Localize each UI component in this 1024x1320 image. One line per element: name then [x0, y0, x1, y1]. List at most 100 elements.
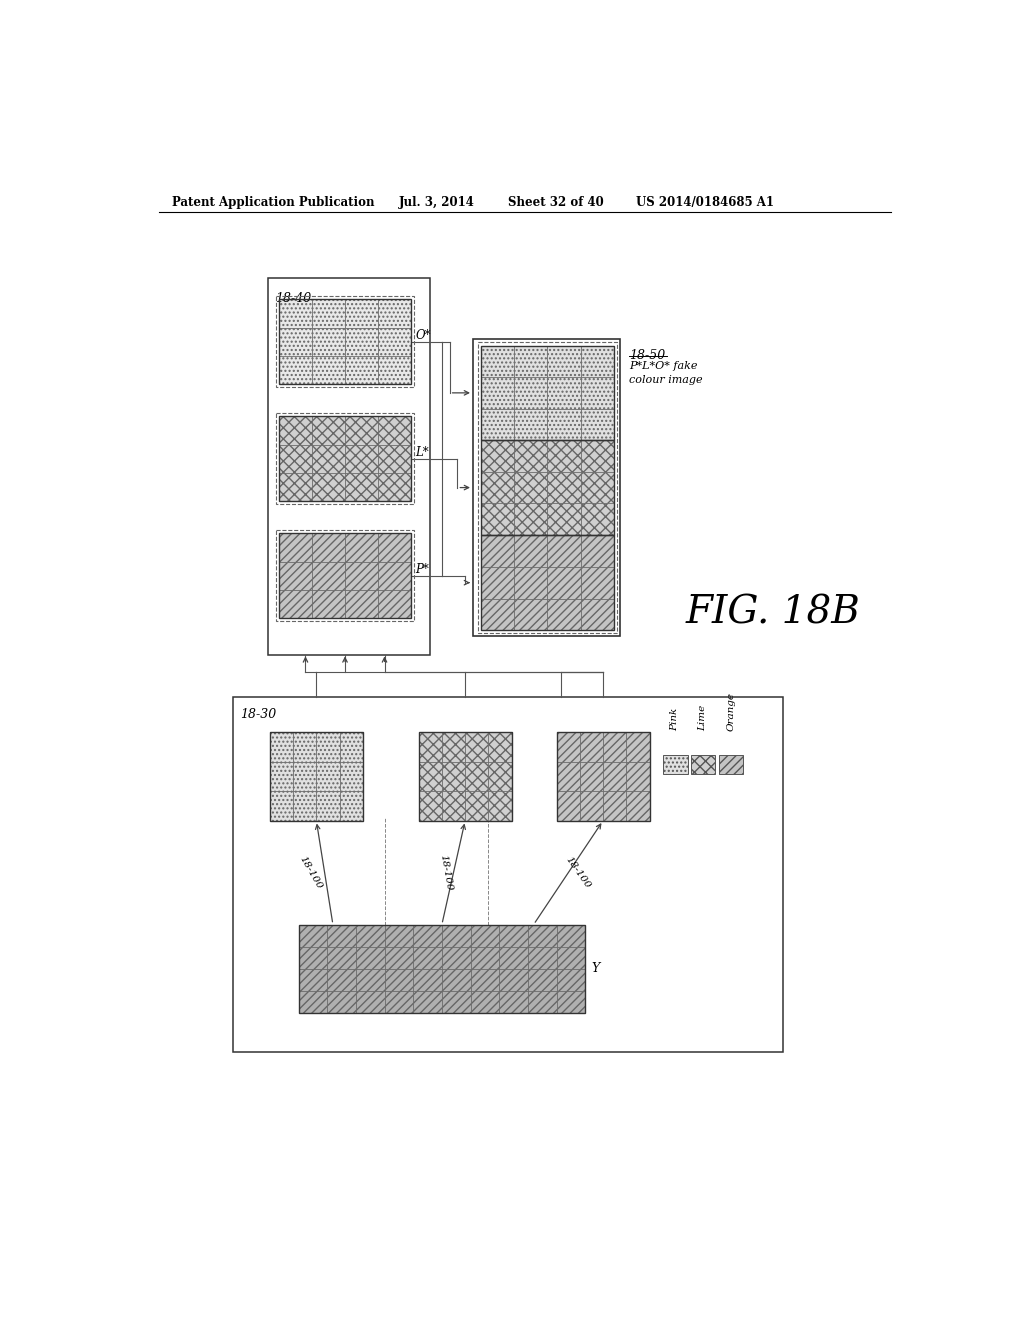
- Text: 18-40: 18-40: [275, 292, 311, 305]
- Bar: [557, 733, 649, 821]
- Bar: [500, 924, 528, 946]
- Bar: [557, 762, 580, 791]
- Bar: [316, 733, 340, 762]
- Bar: [312, 327, 345, 356]
- Bar: [293, 791, 316, 821]
- Bar: [581, 409, 614, 441]
- Bar: [480, 378, 514, 409]
- Bar: [471, 924, 500, 946]
- Bar: [480, 346, 614, 441]
- Bar: [488, 791, 512, 821]
- Text: 18-100: 18-100: [563, 855, 592, 890]
- Bar: [488, 733, 512, 762]
- Bar: [547, 535, 581, 566]
- Bar: [312, 356, 345, 384]
- Bar: [419, 762, 442, 791]
- Bar: [442, 791, 465, 821]
- Bar: [442, 733, 465, 762]
- Bar: [385, 969, 414, 991]
- Bar: [528, 991, 557, 1014]
- Bar: [442, 946, 471, 969]
- Bar: [280, 533, 312, 561]
- Bar: [480, 441, 614, 535]
- Bar: [547, 378, 581, 409]
- Bar: [299, 991, 328, 1014]
- Bar: [514, 598, 547, 631]
- Bar: [480, 409, 514, 441]
- Bar: [340, 791, 362, 821]
- Bar: [356, 991, 385, 1014]
- Bar: [690, 755, 716, 775]
- Bar: [547, 471, 581, 503]
- Bar: [414, 946, 442, 969]
- Bar: [442, 762, 465, 791]
- Bar: [345, 356, 378, 384]
- Bar: [378, 590, 411, 618]
- Text: 18-100: 18-100: [298, 854, 324, 891]
- Bar: [280, 416, 312, 445]
- Bar: [280, 416, 411, 502]
- Bar: [528, 969, 557, 991]
- Bar: [356, 969, 385, 991]
- Bar: [378, 473, 411, 502]
- Text: P*L*O* fake: P*L*O* fake: [630, 360, 698, 371]
- Bar: [603, 733, 627, 762]
- Bar: [328, 991, 356, 1014]
- Bar: [471, 969, 500, 991]
- Bar: [312, 533, 345, 561]
- Bar: [419, 733, 512, 821]
- Bar: [580, 733, 603, 762]
- Bar: [514, 566, 547, 598]
- Bar: [345, 561, 378, 590]
- Bar: [280, 533, 411, 618]
- Bar: [465, 762, 488, 791]
- Bar: [477, 342, 617, 634]
- Bar: [345, 416, 378, 445]
- Bar: [280, 590, 312, 618]
- Bar: [312, 416, 345, 445]
- Text: colour image: colour image: [630, 375, 703, 384]
- Bar: [580, 791, 603, 821]
- Bar: [480, 566, 514, 598]
- Bar: [356, 924, 385, 946]
- Bar: [280, 327, 312, 356]
- Bar: [385, 924, 414, 946]
- Text: US 2014/0184685 A1: US 2014/0184685 A1: [636, 195, 773, 209]
- Bar: [276, 296, 414, 387]
- Bar: [480, 441, 514, 471]
- Bar: [312, 590, 345, 618]
- Bar: [328, 969, 356, 991]
- Bar: [270, 733, 293, 762]
- Bar: [276, 413, 414, 504]
- Bar: [557, 946, 586, 969]
- Bar: [340, 733, 362, 762]
- Bar: [719, 755, 743, 775]
- Bar: [500, 946, 528, 969]
- Bar: [345, 473, 378, 502]
- Text: FIG. 18B: FIG. 18B: [686, 594, 861, 631]
- Text: Lime: Lime: [698, 705, 708, 730]
- Bar: [293, 762, 316, 791]
- Bar: [270, 762, 293, 791]
- Bar: [276, 531, 414, 622]
- Bar: [581, 471, 614, 503]
- Bar: [547, 346, 581, 378]
- Bar: [547, 409, 581, 441]
- Bar: [627, 733, 649, 762]
- Bar: [442, 924, 471, 946]
- Bar: [557, 733, 580, 762]
- Bar: [480, 471, 514, 503]
- Bar: [270, 733, 362, 821]
- Bar: [581, 378, 614, 409]
- Bar: [480, 535, 514, 566]
- Bar: [627, 791, 649, 821]
- Bar: [312, 300, 345, 327]
- Bar: [232, 697, 783, 1052]
- Bar: [385, 991, 414, 1014]
- Bar: [299, 924, 328, 946]
- Bar: [419, 733, 442, 762]
- Bar: [267, 277, 430, 655]
- Bar: [312, 473, 345, 502]
- Bar: [280, 300, 312, 327]
- Bar: [280, 356, 312, 384]
